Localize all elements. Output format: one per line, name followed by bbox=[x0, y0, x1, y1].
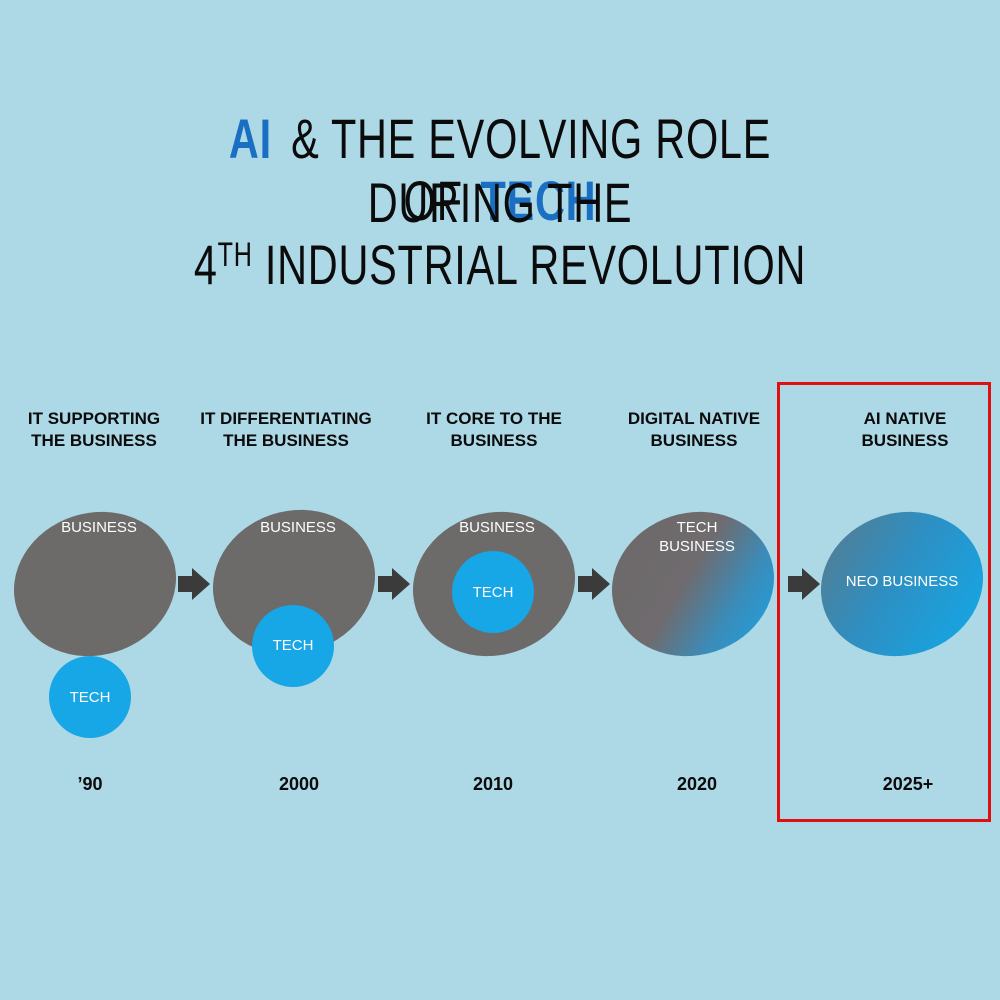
stage-label-4: DIGITAL NATIVE BUSINESS bbox=[594, 408, 794, 452]
title-tech: TECH bbox=[480, 169, 597, 232]
business-circle-1 bbox=[13, 511, 177, 657]
title-revolution: INDUSTRIAL REVOLUTION bbox=[252, 233, 807, 296]
arrow-icon-4 bbox=[788, 568, 820, 600]
business-label-1: BUSINESS bbox=[61, 519, 137, 536]
stage-label-5-line-1: AI NATIVE bbox=[863, 409, 947, 428]
year-1: ’90 bbox=[77, 774, 103, 794]
stage-label-1-line-1: IT SUPPORTING bbox=[27, 409, 161, 428]
tech-label-2: TECH bbox=[273, 637, 314, 654]
stage-label-2: IT DIFFERENTIATING THE BUSINESS bbox=[186, 408, 386, 452]
title-ai: AI bbox=[228, 107, 272, 170]
stage-label-3: IT CORE TO THE BUSINESS bbox=[394, 408, 594, 452]
year-3: 2010 bbox=[472, 774, 514, 794]
title-line-1: AI & THE EVOLVING ROLE OF TECH bbox=[130, 108, 870, 232]
neo-circle-5 bbox=[820, 511, 984, 657]
neo-label-5: NEO BUSINESS bbox=[846, 573, 959, 590]
title-line-3: 4TH INDUSTRIAL REVOLUTION bbox=[130, 234, 870, 296]
tech-circle-1 bbox=[49, 656, 131, 738]
tech-label-3: TECH bbox=[473, 584, 514, 601]
tech-circle-3 bbox=[452, 551, 534, 633]
merged-circle-4 bbox=[611, 511, 775, 657]
year-2: 2000 bbox=[278, 774, 320, 794]
merged-label-4-line-2: BUSINESS bbox=[659, 538, 735, 555]
business-label-2: BUSINESS bbox=[260, 519, 336, 536]
year-5: 2025+ bbox=[882, 774, 934, 794]
stage-label-5: AI NATIVE BUSINESS bbox=[805, 408, 1000, 452]
stage-label-3-line-2: BUSINESS bbox=[450, 431, 538, 450]
arrow-icon-1 bbox=[178, 568, 210, 600]
stage-label-4-line-2: BUSINESS bbox=[650, 431, 738, 450]
stage-label-1-line-2: THE BUSINESS bbox=[31, 431, 157, 450]
arrow-icon-3 bbox=[578, 568, 610, 600]
tech-circle-2 bbox=[252, 605, 334, 687]
highlight-box bbox=[777, 382, 991, 822]
business-label-3: BUSINESS bbox=[459, 519, 535, 536]
tech-label-1: TECH bbox=[70, 689, 111, 706]
arrow-icon-2 bbox=[378, 568, 410, 600]
title-ordinal-suffix: TH bbox=[217, 236, 253, 274]
title-ordinal-number: 4 bbox=[193, 233, 218, 296]
merged-label-4-line-1: TECH bbox=[677, 519, 718, 536]
stage-label-2-line-1: IT DIFFERENTIATING bbox=[200, 409, 372, 428]
stage-label-4-line-1: DIGITAL NATIVE bbox=[627, 409, 761, 428]
stage-label-3-line-1: IT CORE TO THE bbox=[426, 409, 562, 428]
year-4: 2020 bbox=[676, 774, 718, 794]
stage-label-5-line-2: BUSINESS bbox=[861, 431, 949, 450]
stage-label-2-line-2: THE BUSINESS bbox=[223, 431, 349, 450]
title-middle: & THE EVOLVING ROLE OF bbox=[291, 107, 772, 232]
business-circle-2 bbox=[212, 509, 376, 655]
title-line-2: DURING THE bbox=[367, 171, 633, 234]
stage-label-1: IT SUPPORTING THE BUSINESS bbox=[0, 408, 194, 452]
